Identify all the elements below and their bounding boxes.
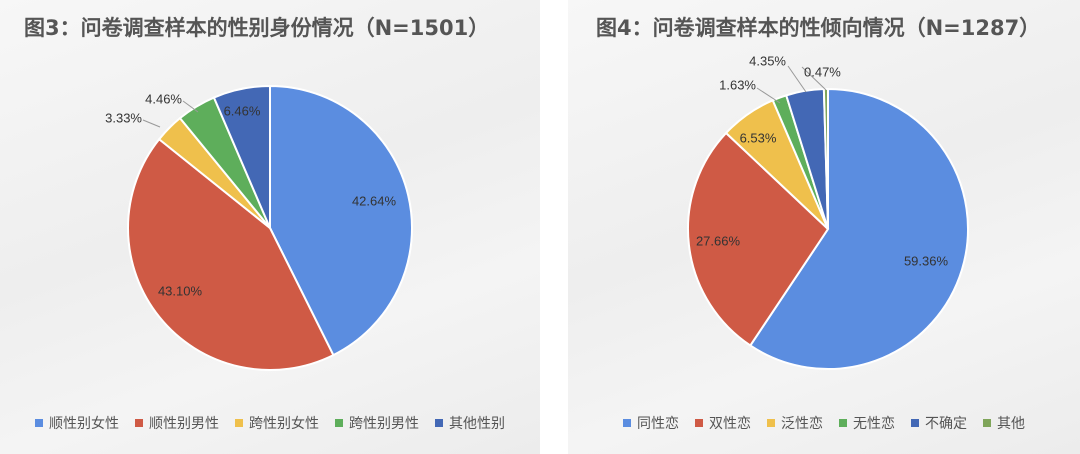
data-label-3: 4.46%	[145, 91, 182, 106]
legend-label: 顺性别男性	[149, 416, 219, 432]
leader-line-3	[756, 87, 781, 104]
legend-swatch	[235, 419, 243, 427]
legend-item-3: 无性恋	[839, 413, 895, 433]
legend-label: 不确定	[925, 416, 967, 432]
data-label-1: 27.66%	[696, 233, 741, 248]
leader-line-3	[182, 100, 199, 113]
data-label-4: 4.35%	[749, 53, 786, 68]
legend-swatch	[767, 419, 775, 427]
chart-panel-orientation: 图4：问卷调查样本的性倾向情况（N=1287） 59.36% 27.66% 6.53…	[568, 0, 1080, 454]
data-label-4: 6.46%	[224, 103, 261, 118]
legend-swatch	[35, 419, 43, 427]
legend-item-0: 顺性别女性	[35, 413, 119, 433]
chart-title-orientation: 图4：问卷调查样本的性倾向情况（N=1287）	[596, 16, 1041, 40]
legend-swatch	[135, 419, 143, 427]
legend-label: 其他	[997, 416, 1025, 432]
legend-item-5: 其他	[983, 413, 1025, 433]
legend-item-1: 顺性别男性	[135, 413, 219, 433]
data-label-0: 59.36%	[904, 253, 949, 268]
legend-swatch	[695, 419, 703, 427]
legend-swatch	[335, 419, 343, 427]
legend-swatch	[623, 419, 631, 427]
legend-item-2: 跨性别女性	[235, 413, 319, 433]
legend-item-2: 泛性恋	[767, 413, 823, 433]
pie-slice-orientation-1	[687, 131, 830, 347]
legend-label: 双性恋	[709, 416, 751, 432]
legend-label: 同性恋	[637, 416, 679, 432]
pie-slice-gender-1	[127, 137, 335, 371]
legend-label: 无性恋	[853, 416, 895, 432]
legend-item-1: 双性恋	[695, 413, 751, 433]
pie-slice-orientation-5	[822, 87, 829, 230]
chart-panel-gender: 图3：问卷调查样本的性别身份情况（N=1501） 42.64% 43.10% 3.3…	[0, 0, 540, 454]
data-label-0: 42.64%	[352, 193, 397, 208]
pie-slice-gender-4	[212, 84, 271, 229]
data-label-3: 1.63%	[719, 77, 756, 92]
legend-label: 跨性别男性	[349, 416, 419, 432]
pie-chart-gender: 42.64% 43.10% 3.33%4.46% 6.46%	[105, 84, 413, 371]
panel-divider	[540, 0, 568, 454]
pie-chart-orientation: 59.36% 27.66% 6.53% 1.63% 4.35% 0.47%	[687, 53, 969, 370]
pie-slice-orientation-0	[748, 87, 969, 370]
chart-title-gender: 图3：问卷调查样本的性别身份情况（N=1501）	[24, 16, 490, 40]
legend-item-4: 其他性别	[435, 413, 505, 433]
data-label-5: 0.47%	[804, 64, 841, 79]
legend-swatch	[435, 419, 443, 427]
legend-label: 其他性别	[449, 416, 505, 432]
legend-orientation: 同性恋 双性恋 泛性恋 无性恋 不确定 其他	[568, 413, 1080, 433]
legend-label: 泛性恋	[781, 416, 823, 432]
leader-line-5	[801, 66, 827, 91]
legend-gender: 顺性别女性 顺性别男性 跨性别女性 跨性别男性 其他性别	[0, 413, 540, 433]
legend-label: 顺性别女性	[49, 416, 119, 432]
data-label-1: 43.10%	[158, 283, 203, 298]
legend-item-3: 跨性别男性	[335, 413, 419, 433]
leader-line-4	[787, 65, 807, 93]
legend-label: 跨性别女性	[249, 416, 319, 432]
pie-slice-gender-0	[269, 84, 413, 357]
data-label-2: 3.33%	[105, 110, 142, 125]
legend-swatch	[911, 419, 919, 427]
legend-item-0: 同性恋	[623, 413, 679, 433]
legend-swatch	[983, 419, 991, 427]
data-label-2: 6.53%	[740, 130, 777, 145]
leader-line-2	[142, 119, 161, 128]
legend-swatch	[839, 419, 847, 427]
legend-item-4: 不确定	[911, 413, 967, 433]
